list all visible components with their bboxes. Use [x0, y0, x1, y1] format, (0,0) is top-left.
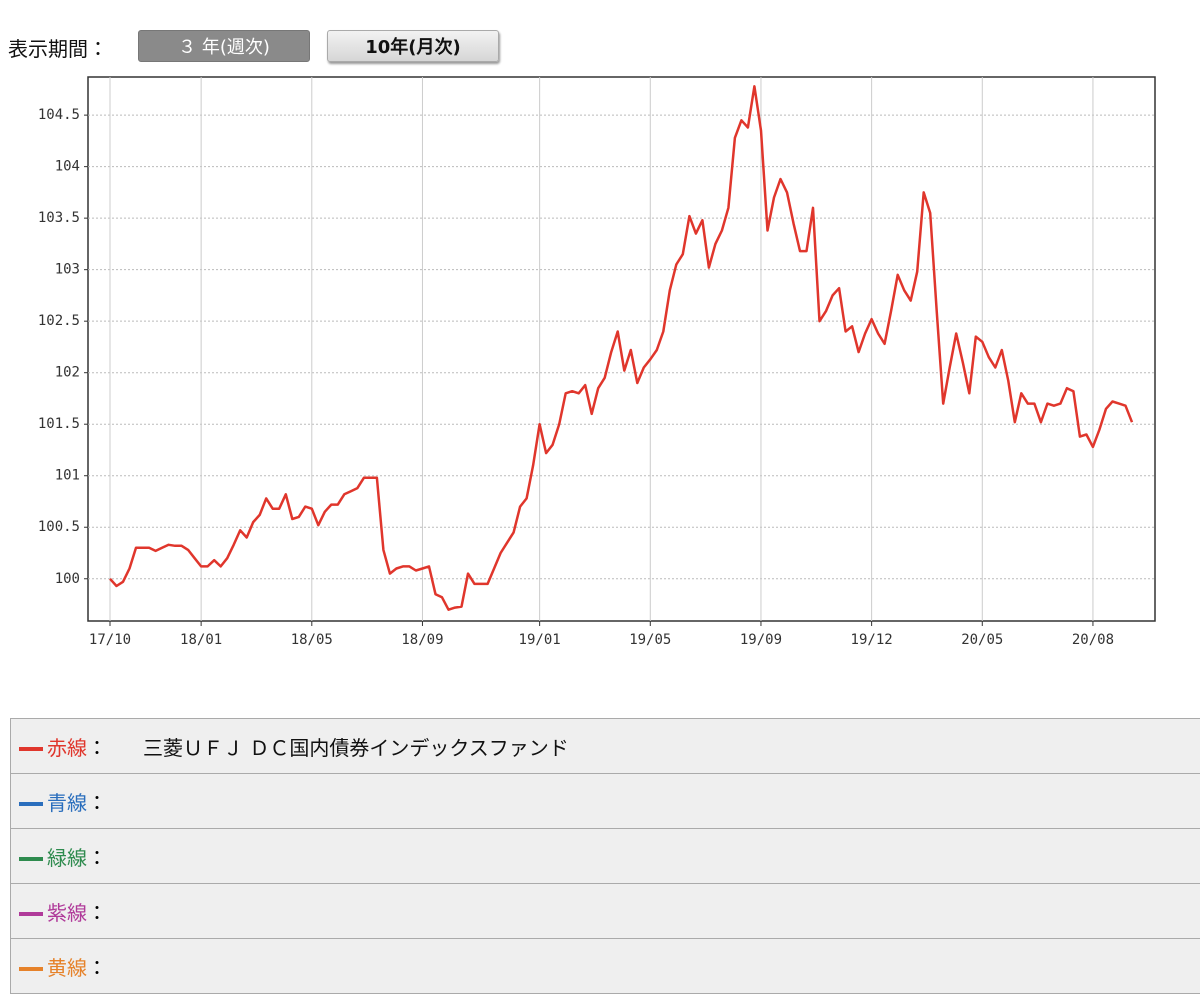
x-tick-label: 20/05	[961, 632, 1003, 648]
legend-row: 青線：	[10, 773, 1200, 829]
y-tick-label: 102	[55, 365, 80, 381]
legend-cell: 青線：	[10, 773, 1200, 829]
legend-row: 黄線：	[10, 938, 1200, 994]
legend-separator: ：	[87, 735, 107, 760]
y-tick-label: 100.5	[38, 519, 80, 535]
chart: 100 100.5 101 101.5 102 102.5 103 103.5 104 104.5…	[38, 76, 1156, 648]
period-label: 表示期間：	[8, 36, 108, 61]
x-tick-label: 19/12	[851, 632, 893, 648]
legend-label: 紫線	[47, 900, 87, 925]
legend-label: 赤線	[47, 735, 87, 760]
legend-separator: ：	[87, 845, 107, 870]
legend-swatch	[19, 747, 43, 751]
legend-swatch	[19, 912, 43, 916]
period-button[interactable]: ３ 年(週次)	[138, 30, 310, 62]
legend-table: 赤線： 三菱ＵＦＪ ＤＣ国内債券インデックスファンド 青線： 緑線： 紫線： 黄線：	[10, 718, 1200, 994]
legend-row: 緑線：	[10, 828, 1200, 884]
legend-separator: ：	[87, 790, 107, 815]
x-tick-label: 17/10	[89, 632, 131, 648]
legend-series-name: 三菱ＵＦＪ ＤＣ国内債券インデックスファンド	[143, 735, 569, 760]
data-line	[109, 85, 1134, 611]
y-tick-label: 101	[55, 468, 80, 484]
y-tick-label: 103	[55, 262, 80, 278]
legend-swatch	[19, 967, 43, 971]
legend-separator: ：	[87, 900, 107, 925]
x-tick-label: 18/05	[291, 632, 333, 648]
x-tick-label: 18/09	[401, 632, 443, 648]
legend-row: 紫線：	[10, 883, 1200, 939]
legend-row: 赤線： 三菱ＵＦＪ ＤＣ国内債券インデックスファンド	[10, 718, 1200, 774]
x-tick-label: 20/08	[1072, 632, 1114, 648]
legend-swatch	[19, 857, 43, 861]
y-tick-label: 103.5	[38, 210, 80, 226]
period-button[interactable]: 10年(月次)	[327, 30, 499, 62]
y-tick-label: 101.5	[38, 416, 80, 432]
legend-label: 青線	[47, 790, 87, 815]
legend-cell: 黄線：	[10, 938, 1200, 994]
legend-label: 緑線	[47, 845, 87, 870]
legend-cell: 赤線： 三菱ＵＦＪ ＤＣ国内債券インデックスファンド	[10, 718, 1200, 774]
y-tick-label: 100	[55, 571, 80, 587]
y-tick-label: 104.5	[38, 107, 80, 123]
legend-cell: 緑線：	[10, 828, 1200, 884]
x-tick-label: 19/09	[740, 632, 782, 648]
legend-label: 黄線	[47, 955, 87, 980]
legend-swatch	[19, 802, 43, 806]
legend-cell: 紫線：	[10, 883, 1200, 939]
legend-separator: ：	[87, 955, 107, 980]
x-tick-label: 18/01	[180, 632, 222, 648]
x-tick-label: 19/01	[519, 632, 561, 648]
y-tick-label: 102.5	[38, 313, 80, 329]
x-tick-label: 19/05	[629, 632, 671, 648]
y-tick-label: 104	[55, 159, 80, 175]
